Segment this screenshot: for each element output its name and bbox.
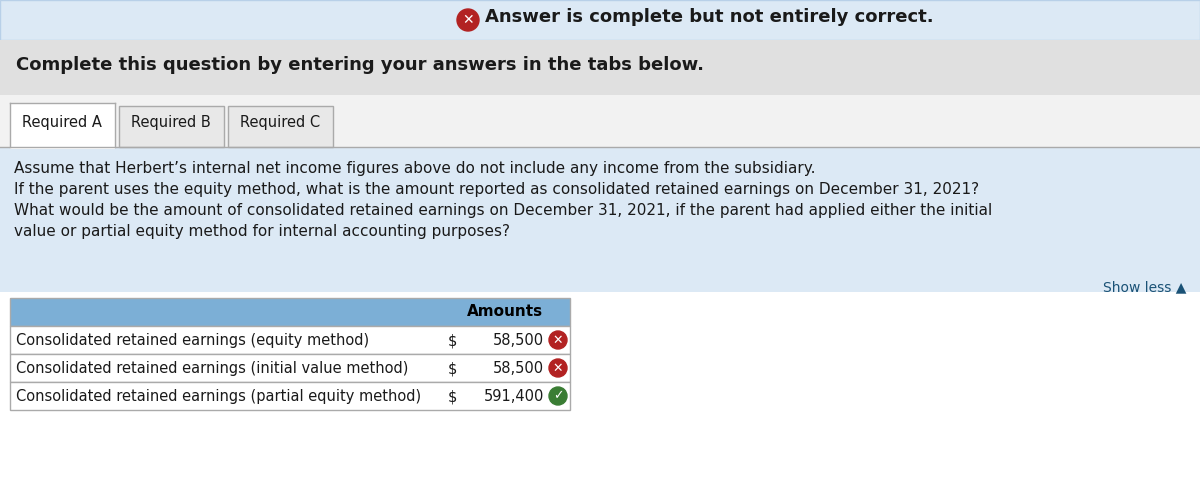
Text: Required A: Required A: [22, 115, 102, 130]
Circle shape: [550, 359, 568, 377]
Text: Required B: Required B: [131, 115, 211, 130]
Circle shape: [550, 331, 568, 349]
Text: Required C: Required C: [240, 115, 320, 130]
Bar: [10, 103, 115, 149]
Bar: [0, 0, 1200, 40]
Text: ✕: ✕: [462, 13, 474, 27]
Text: $: $: [448, 389, 457, 404]
Text: ✓: ✓: [553, 390, 563, 403]
Text: value or partial equity method for internal accounting purposes?: value or partial equity method for inter…: [14, 224, 510, 239]
Text: ✕: ✕: [553, 333, 563, 346]
Text: $: $: [448, 361, 457, 376]
Bar: [10, 326, 570, 354]
Circle shape: [457, 9, 479, 31]
Text: ✕: ✕: [553, 361, 563, 375]
Bar: [0, 40, 1200, 95]
Bar: [0, 95, 1200, 147]
Text: Complete this question by entering your answers in the tabs below.: Complete this question by entering your …: [16, 56, 704, 74]
Text: $: $: [448, 333, 457, 348]
Text: Consolidated retained earnings (initial value method): Consolidated retained earnings (initial …: [16, 361, 408, 376]
Bar: [119, 106, 224, 147]
Text: 58,500: 58,500: [493, 333, 544, 348]
Text: Consolidated retained earnings (partial equity method): Consolidated retained earnings (partial …: [16, 389, 421, 404]
Text: Show less ▲: Show less ▲: [1103, 280, 1186, 294]
Text: If the parent uses the equity method, what is the amount reported as consolidate: If the parent uses the equity method, wh…: [14, 182, 979, 197]
Text: 58,500: 58,500: [493, 361, 544, 376]
Text: Consolidated retained earnings (equity method): Consolidated retained earnings (equity m…: [16, 333, 370, 348]
Circle shape: [550, 387, 568, 405]
Bar: [0, 147, 1200, 292]
Bar: [10, 298, 570, 326]
Text: Answer is complete but not entirely correct.: Answer is complete but not entirely corr…: [485, 8, 934, 26]
Text: 591,400: 591,400: [484, 389, 544, 404]
Bar: [10, 382, 570, 410]
Text: Assume that Herbert’s internal net income figures above do not include any incom: Assume that Herbert’s internal net incom…: [14, 161, 816, 176]
Bar: [228, 106, 334, 147]
Text: What would be the amount of consolidated retained earnings on December 31, 2021,: What would be the amount of consolidated…: [14, 203, 992, 218]
Text: Amounts: Amounts: [467, 304, 544, 319]
Bar: [10, 354, 570, 382]
